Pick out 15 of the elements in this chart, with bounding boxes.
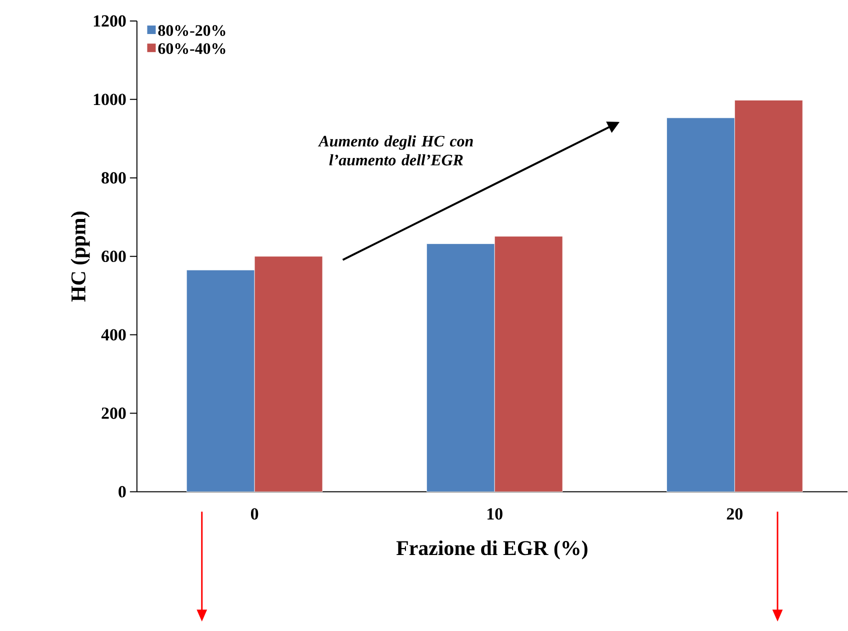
y-tick-label: 1000	[94, 94, 126, 106]
y-tick-label: 600	[102, 250, 126, 262]
x-axis-title: Frazione di EGR (%)	[396, 540, 588, 560]
y-tick-label: 400	[101, 329, 126, 341]
x-tick-label: 10	[488, 508, 502, 520]
legend-label: 60%-40%	[158, 43, 226, 54]
y-tick-label: 200	[102, 408, 126, 420]
x-tick-label: 0	[250, 508, 258, 520]
legend-label: 80%-20%	[158, 25, 226, 36]
y-axis-title: HC (ppm)	[70, 212, 90, 302]
y-tick-label: 0	[118, 486, 126, 498]
annotation: Aumento degli HC con l’aumento dell’EGR	[318, 136, 473, 166]
y-tick-label: 1200	[94, 15, 126, 27]
y-tick-label: 800	[102, 172, 126, 184]
x-tick-label: 20	[726, 508, 742, 520]
